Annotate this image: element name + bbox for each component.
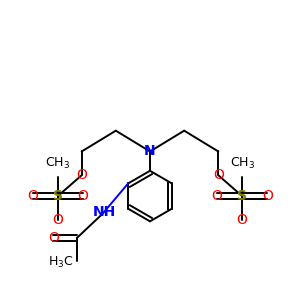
Text: O: O: [262, 189, 273, 203]
Text: N: N: [144, 145, 156, 158]
Text: CH$_3$: CH$_3$: [230, 156, 255, 171]
Text: NH: NH: [92, 206, 116, 219]
Text: O: O: [52, 213, 63, 227]
Text: O: O: [212, 189, 222, 203]
Text: O: O: [237, 213, 248, 227]
Text: O: O: [27, 189, 38, 203]
Text: CH$_3$: CH$_3$: [45, 156, 70, 171]
Text: H$_3$C: H$_3$C: [48, 255, 74, 271]
Text: O: O: [78, 189, 88, 203]
Text: O: O: [213, 168, 224, 182]
Text: O: O: [48, 231, 59, 245]
Text: S: S: [53, 189, 63, 203]
Text: O: O: [76, 168, 87, 182]
Text: S: S: [237, 189, 247, 203]
